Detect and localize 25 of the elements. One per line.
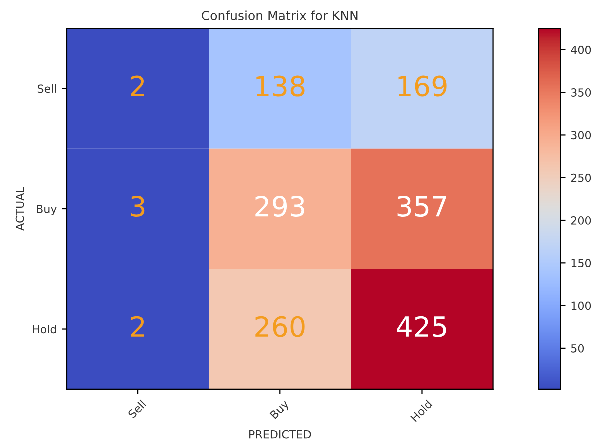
color-bar-label: 200 xyxy=(571,216,592,225)
y-axis-title: ACTUAL xyxy=(16,187,24,231)
data-label: 169 xyxy=(398,76,447,97)
data-label: 2 xyxy=(131,76,144,96)
data-label: 2 xyxy=(131,316,144,337)
data-label: 138 xyxy=(256,76,305,97)
color-bar-label: 250 xyxy=(571,174,592,182)
chart-title: Confusion Matrix for KNN xyxy=(202,10,358,20)
data-label: 260 xyxy=(256,316,305,338)
color-bar-label: 400 xyxy=(571,46,592,54)
x-tick-label: Buy xyxy=(270,400,292,421)
y-tick-label: Buy xyxy=(37,205,57,216)
data-label: 425 xyxy=(397,316,446,338)
color-bar-label: 50 xyxy=(571,344,584,353)
color-bar-label: 300 xyxy=(571,131,592,140)
color-bar-label: 100 xyxy=(572,302,592,310)
data-label: 293 xyxy=(256,196,304,218)
x-axis-title: PREDICTED xyxy=(250,430,312,439)
color-bar-label: 350 xyxy=(571,88,592,97)
data-label: 357 xyxy=(398,196,446,218)
y-tick-label: Sell xyxy=(38,84,56,94)
color-bar-label: 150 xyxy=(572,259,592,268)
x-tick-label: Sell xyxy=(128,400,147,419)
data-label: 3 xyxy=(131,196,145,218)
y-tick-label: Hold xyxy=(33,325,56,334)
